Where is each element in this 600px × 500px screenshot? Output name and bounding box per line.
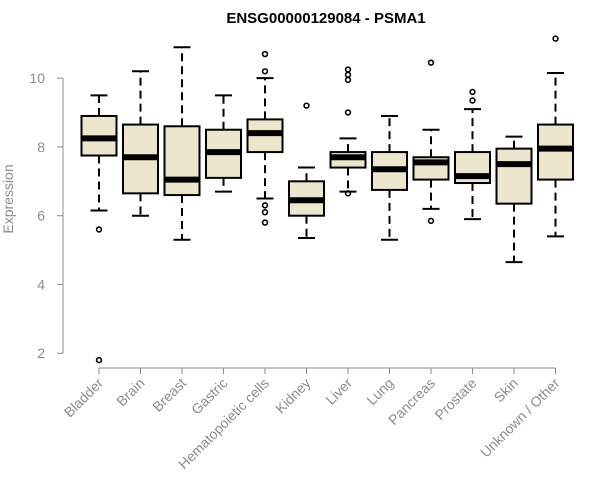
box-iqr	[163, 125, 201, 197]
box-unknown-other	[537, 35, 574, 238]
y-tick-label: 4	[37, 276, 45, 292]
boxes-group	[80, 35, 574, 364]
y-axis: 2 4 6 8 10	[29, 70, 64, 361]
outlier-point	[469, 97, 476, 104]
chart-title: ENSG00000129084 - PSMA1	[226, 10, 425, 27]
category-label: Liver	[322, 375, 355, 408]
box-breast	[163, 46, 201, 241]
outlier-point	[261, 209, 269, 216]
y-tick-label: 6	[37, 208, 45, 224]
category-label: Lung	[363, 375, 396, 408]
outlier-point	[344, 190, 352, 197]
outlier-point	[344, 76, 352, 84]
outlier-point	[552, 35, 559, 42]
category-label: Skin	[491, 375, 522, 406]
category-label: Brain	[113, 375, 147, 409]
outlier-point	[261, 219, 269, 226]
box-kidney	[288, 102, 325, 240]
outlier-point	[469, 88, 476, 96]
outlier-point	[261, 202, 269, 209]
box-gastric	[205, 94, 242, 193]
box-skin	[495, 135, 533, 264]
box-iqr	[495, 147, 533, 205]
category-label: Unknown / Other	[477, 375, 563, 461]
category-label: Prostate	[431, 375, 479, 423]
outlier-point	[427, 217, 435, 225]
outlier-point	[95, 226, 103, 233]
outlier-point	[344, 71, 352, 78]
category-label: Bladder	[61, 375, 107, 421]
box-lung	[371, 114, 408, 241]
y-axis-label: Expression	[0, 164, 16, 233]
y-tick-label: 2	[37, 345, 45, 361]
box-bladder	[80, 94, 118, 364]
y-tick-label: 10	[29, 70, 45, 86]
box-liver	[329, 66, 367, 197]
outlier-point	[95, 356, 103, 364]
category-label: Kidney	[272, 375, 314, 417]
box-prostate	[454, 88, 491, 221]
outlier-point	[261, 68, 269, 75]
outlier-point	[303, 102, 310, 109]
outlier-point	[427, 59, 435, 66]
outlier-point	[344, 109, 352, 116]
box-hematopoietic-cells	[246, 50, 284, 226]
box-brain	[122, 70, 159, 217]
category-label: Breast	[149, 375, 189, 415]
y-tick-label: 8	[37, 139, 45, 155]
box-iqr	[537, 123, 574, 181]
outlier-point	[261, 50, 269, 58]
outlier-point	[344, 66, 352, 73]
box-pancreas	[412, 59, 450, 225]
